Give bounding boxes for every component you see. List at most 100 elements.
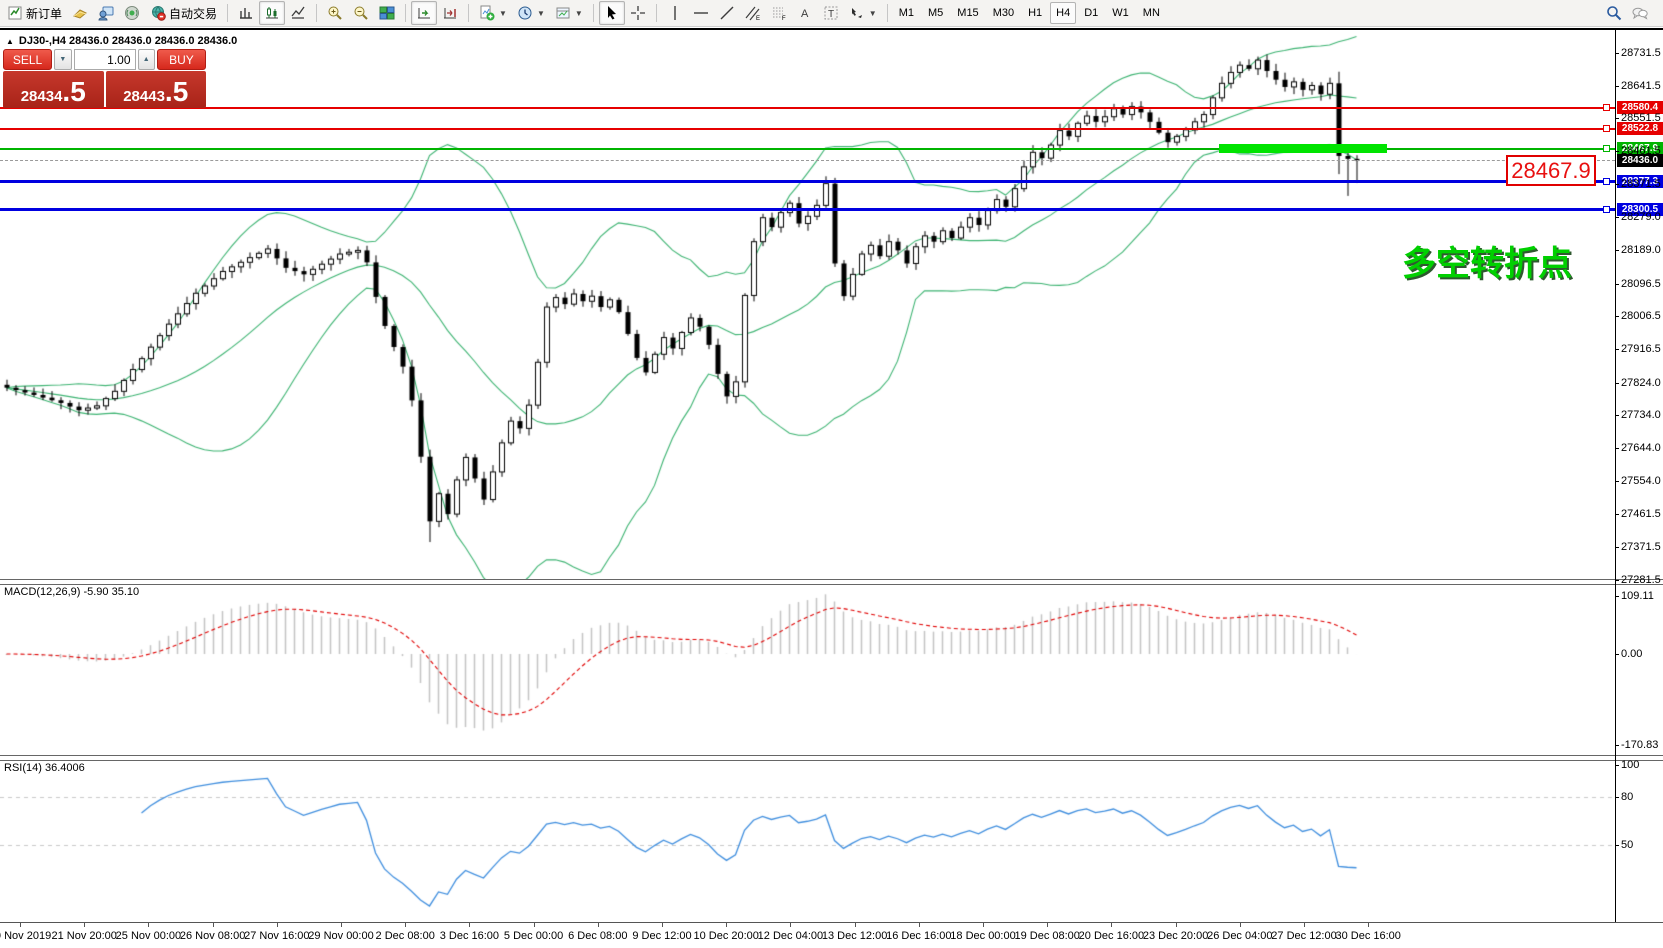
sell-price-panel[interactable]: 28434 .5: [3, 71, 104, 108]
macd-label: MACD(12,26,9) -5.90 35.10: [4, 586, 140, 598]
macd-tick-mark: [1615, 744, 1619, 746]
timeframe-m30[interactable]: M30: [992, 7, 1015, 19]
text-icon: A: [797, 5, 813, 21]
cursor-icon: [604, 5, 620, 21]
fibonacci-button[interactable]: F: [766, 1, 792, 25]
chart-window: ▲ DJ30-,H4 28436.0 28436.0 28436.0 28436…: [0, 28, 1663, 948]
price-badge-28522.8: 28522.8: [1617, 122, 1663, 136]
line-endpoint-marker[interactable]: [1603, 145, 1610, 153]
price-tick-label: 28006.5: [1621, 310, 1661, 323]
time-tick-label: 25 Nov 00:00: [115, 930, 182, 942]
line-endpoint-marker[interactable]: [1603, 104, 1610, 112]
bar-chart-button[interactable]: [233, 1, 259, 25]
rsi-pane-separator[interactable]: [0, 755, 1663, 761]
macd-pane-separator[interactable]: [0, 579, 1663, 585]
zoom-in-button[interactable]: [322, 1, 348, 25]
signals-button[interactable]: [119, 1, 145, 25]
price-badge-28377.3: 28377.3: [1617, 175, 1663, 189]
line-endpoint-marker[interactable]: [1603, 178, 1610, 186]
resistance-line[interactable]: [0, 127, 1615, 130]
separator: [655, 4, 657, 22]
cursor-button[interactable]: [598, 1, 625, 25]
timeframe-m5[interactable]: M5: [928, 7, 944, 19]
time-tick-mark: [1111, 923, 1113, 927]
time-tick-mark: [1368, 923, 1370, 927]
auto-trading-button[interactable]: 自动交易: [145, 1, 222, 25]
time-tick-mark: [726, 923, 728, 927]
timeframe-d1[interactable]: D1: [1084, 7, 1099, 19]
templates-button[interactable]: ▼: [550, 1, 588, 25]
text-button[interactable]: A: [792, 1, 818, 25]
trendline-icon: [719, 5, 735, 21]
toolbar: 新订单 自动交易: [0, 0, 1663, 27]
price-tick-mark: [1615, 349, 1619, 350]
timeframe-h4[interactable]: H4: [1050, 2, 1077, 24]
support-line[interactable]: [0, 208, 1615, 212]
timeframe-h1[interactable]: H1: [1028, 7, 1043, 19]
profile-monitor-icon: [98, 5, 114, 21]
time-tick-label: 29 Nov 00:00: [308, 930, 374, 942]
time-tick-mark: [276, 923, 278, 927]
buy-price-panel[interactable]: 28443 .5: [105, 71, 206, 108]
crosshair-button[interactable]: [625, 1, 651, 25]
price-chart-canvas[interactable]: [0, 31, 1615, 579]
price-tag[interactable]: 28467.9: [1506, 155, 1596, 186]
arrows-button[interactable]: ▼: [844, 1, 882, 25]
tile-windows-button[interactable]: [374, 1, 400, 25]
indicators-button[interactable]: ▼: [474, 1, 512, 25]
signals-icon: [124, 5, 140, 21]
bar-chart-icon: [238, 5, 254, 21]
rsi-tick-label: 50: [1621, 839, 1634, 851]
highlight-band[interactable]: [1219, 144, 1387, 154]
resistance-line[interactable]: [0, 106, 1615, 109]
metaeditor-button[interactable]: [67, 1, 93, 25]
price-tick-label: 28461.5: [1621, 145, 1661, 158]
time-tick-label: 12 Dec 04:00: [757, 930, 824, 942]
price-tick-label: 27371.5: [1621, 540, 1661, 553]
timeframe-mn[interactable]: MN: [1142, 7, 1160, 19]
price-tick-mark: [1615, 480, 1619, 482]
rsi-tick-mark: [1615, 797, 1619, 798]
channel-button[interactable]: E: [740, 1, 766, 25]
chat-button[interactable]: [1627, 1, 1653, 25]
macd-canvas[interactable]: [0, 582, 1615, 755]
timeframe-w1[interactable]: W1: [1112, 7, 1129, 19]
trendline-button[interactable]: [714, 1, 740, 25]
rsi-tick-mark: [1615, 765, 1619, 766]
price-tick-label: 28641.5: [1621, 79, 1661, 92]
current-price-line[interactable]: [0, 159, 1615, 161]
time-tick-label: 27 Dec 12:00: [1271, 930, 1337, 942]
volume-input[interactable]: [73, 49, 136, 70]
support-line[interactable]: [0, 180, 1615, 184]
new-order-button[interactable]: 新订单: [2, 1, 67, 25]
pivot-line[interactable]: [0, 147, 1615, 150]
line-endpoint-marker[interactable]: [1603, 206, 1610, 214]
time-tick-label: 6 Dec 08:00: [568, 930, 628, 942]
line-endpoint-marker[interactable]: [1603, 125, 1610, 133]
buy-button[interactable]: BUY: [156, 49, 206, 70]
chart-shift-button[interactable]: [437, 1, 463, 25]
timeframe-m15[interactable]: M15: [957, 7, 979, 19]
time-tick-mark: [148, 923, 150, 927]
time-tick-mark: [469, 923, 471, 927]
vertical-line-button[interactable]: [662, 1, 688, 25]
search-button[interactable]: [1601, 1, 1627, 25]
candlestick-chart-button[interactable]: [259, 1, 286, 25]
auto-scroll-button[interactable]: [411, 1, 438, 25]
zoom-out-button[interactable]: [348, 1, 374, 25]
volume-down-button[interactable]: ▼: [54, 49, 72, 70]
volume-up-button[interactable]: ▲: [137, 49, 155, 70]
line-chart-button[interactable]: [285, 1, 311, 25]
horizontal-line-button[interactable]: [688, 1, 714, 25]
timeframe-m1[interactable]: M1: [898, 7, 914, 19]
periods-button[interactable]: ▼: [512, 1, 550, 25]
svg-text:A: A: [801, 8, 809, 20]
sell-button[interactable]: SELL: [3, 49, 53, 70]
annotation-text[interactable]: 多空转折点: [1402, 245, 1572, 283]
rsi-canvas[interactable]: [0, 758, 1615, 922]
market-watch-button[interactable]: [93, 1, 119, 25]
zoom-out-icon: [353, 5, 369, 21]
text-label-button[interactable]: T: [818, 1, 844, 25]
separator: [227, 4, 229, 22]
